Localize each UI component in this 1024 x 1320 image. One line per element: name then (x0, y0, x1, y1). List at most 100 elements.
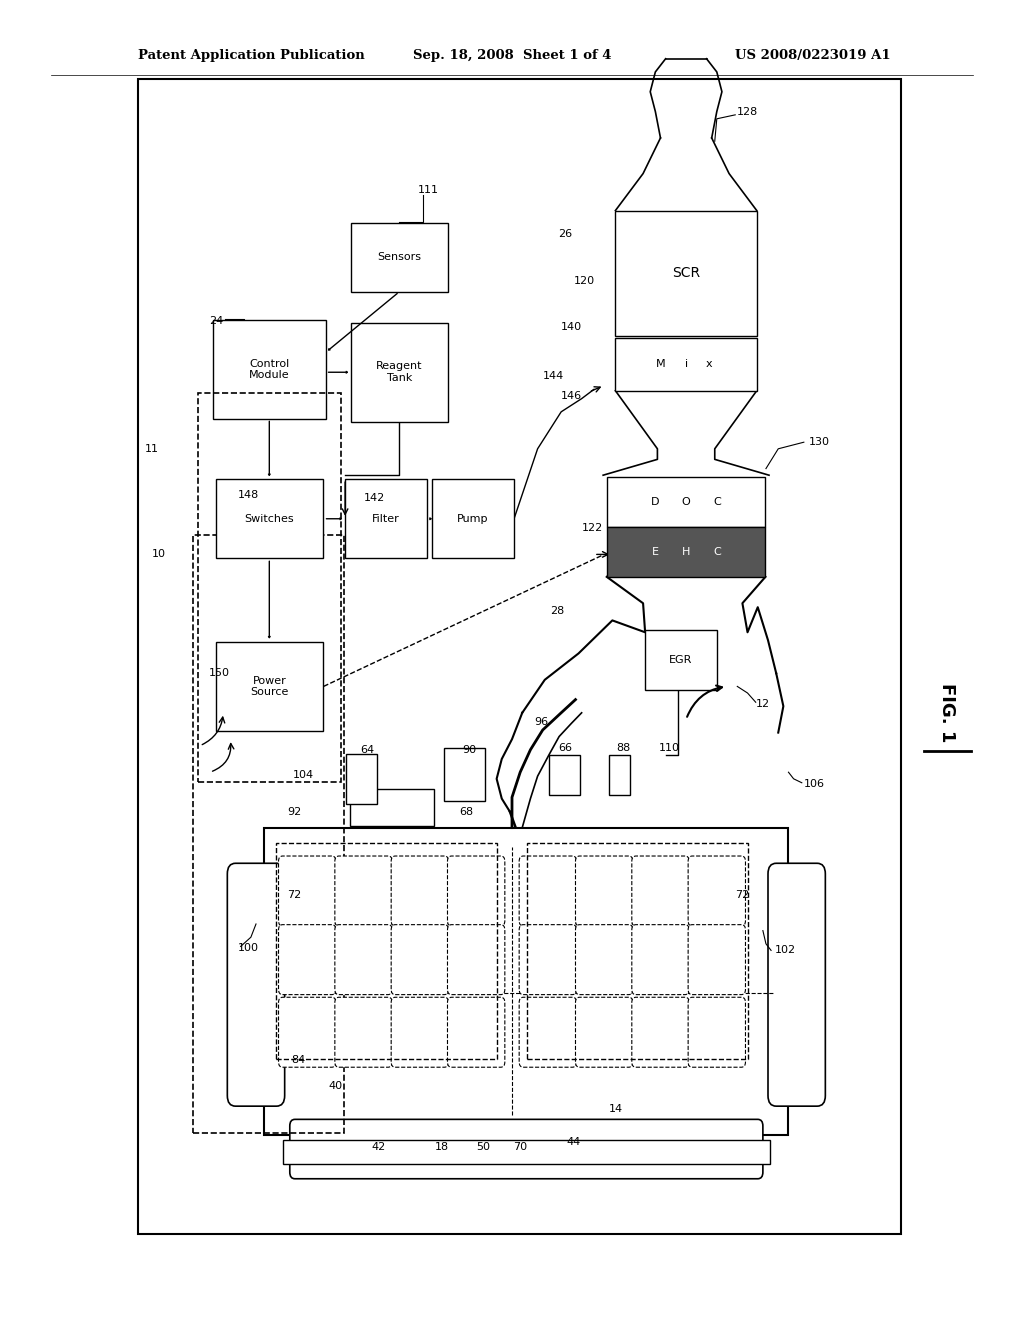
Text: H: H (682, 546, 690, 557)
Text: 64: 64 (360, 744, 375, 755)
Text: 150: 150 (209, 668, 230, 678)
Text: 144: 144 (543, 371, 564, 381)
Text: EGR: EGR (670, 655, 692, 665)
Bar (444, 748, 485, 801)
Bar (350, 789, 434, 826)
Bar (350, 223, 449, 292)
Text: 102: 102 (775, 945, 797, 956)
Bar (283, 1140, 770, 1164)
Text: 146: 146 (561, 391, 583, 401)
Text: Sep. 18, 2008  Sheet 1 of 4: Sep. 18, 2008 Sheet 1 of 4 (413, 49, 611, 62)
FancyBboxPatch shape (391, 857, 449, 927)
Text: 50: 50 (476, 1142, 490, 1152)
Bar (216, 642, 324, 731)
Text: 106: 106 (804, 779, 825, 789)
Text: 40: 40 (329, 1081, 343, 1092)
Text: 44: 44 (566, 1137, 581, 1147)
Text: 128: 128 (737, 107, 759, 117)
Text: 68: 68 (459, 807, 473, 817)
FancyBboxPatch shape (632, 998, 689, 1067)
Text: 148: 148 (238, 490, 259, 500)
Text: FIG. 1: FIG. 1 (938, 684, 956, 742)
Text: Reagent
Tank: Reagent Tank (376, 362, 423, 383)
Text: 12: 12 (756, 698, 770, 709)
FancyBboxPatch shape (688, 857, 745, 927)
Text: 24: 24 (209, 315, 223, 326)
Text: 88: 88 (616, 743, 631, 754)
Text: 130: 130 (809, 437, 830, 447)
Text: O: O (682, 496, 690, 507)
Text: Pump: Pump (458, 513, 488, 524)
Text: 28: 28 (550, 606, 564, 616)
FancyBboxPatch shape (688, 998, 745, 1067)
Text: Filter: Filter (372, 513, 400, 524)
FancyBboxPatch shape (279, 857, 336, 927)
Text: 72: 72 (287, 890, 301, 900)
Bar (549, 755, 580, 795)
Text: D: D (651, 496, 659, 507)
FancyBboxPatch shape (688, 924, 745, 995)
Text: 111: 111 (418, 185, 439, 195)
FancyBboxPatch shape (279, 998, 336, 1067)
Text: C: C (713, 546, 721, 557)
Bar (193, 535, 344, 1133)
Text: 84: 84 (291, 1055, 305, 1065)
Bar (216, 479, 324, 558)
Text: US 2008/0223019 A1: US 2008/0223019 A1 (735, 49, 891, 62)
Bar (615, 338, 757, 391)
FancyBboxPatch shape (768, 863, 825, 1106)
FancyBboxPatch shape (632, 924, 689, 995)
Text: 26: 26 (558, 228, 572, 239)
FancyBboxPatch shape (391, 924, 449, 995)
FancyBboxPatch shape (290, 1119, 763, 1179)
Text: Sensors: Sensors (378, 252, 421, 263)
Text: Power
Source: Power Source (250, 676, 289, 697)
Bar (350, 323, 449, 422)
Text: i: i (684, 359, 688, 370)
Bar (138, 79, 901, 1234)
Text: 120: 120 (573, 276, 595, 286)
Text: 140: 140 (561, 322, 583, 333)
FancyBboxPatch shape (519, 924, 577, 995)
FancyBboxPatch shape (279, 924, 336, 995)
FancyBboxPatch shape (632, 857, 689, 927)
FancyBboxPatch shape (575, 924, 633, 995)
Text: 11: 11 (144, 444, 159, 454)
FancyBboxPatch shape (335, 998, 392, 1067)
Text: 110: 110 (658, 743, 680, 754)
Bar (615, 210, 757, 335)
Text: 10: 10 (152, 549, 166, 560)
FancyBboxPatch shape (519, 998, 577, 1067)
FancyBboxPatch shape (391, 998, 449, 1067)
Bar (345, 479, 427, 558)
FancyBboxPatch shape (335, 857, 392, 927)
FancyBboxPatch shape (335, 924, 392, 995)
Text: Switches: Switches (245, 513, 294, 524)
FancyBboxPatch shape (447, 998, 505, 1067)
Text: 42: 42 (372, 1142, 386, 1152)
Text: 142: 142 (364, 492, 385, 503)
Bar (606, 527, 766, 577)
Bar (346, 754, 377, 804)
Text: SCR: SCR (672, 267, 700, 280)
Bar (527, 843, 748, 1059)
Text: 122: 122 (582, 523, 603, 533)
FancyBboxPatch shape (264, 828, 788, 1135)
Text: 104: 104 (293, 770, 314, 780)
FancyBboxPatch shape (575, 998, 633, 1067)
Text: C: C (713, 496, 721, 507)
Text: 90: 90 (462, 744, 476, 755)
Text: 100: 100 (238, 942, 259, 953)
Text: 14: 14 (609, 1104, 624, 1114)
Bar (645, 631, 717, 689)
Text: Patent Application Publication: Patent Application Publication (138, 49, 365, 62)
Bar (198, 392, 341, 781)
Text: 70: 70 (513, 1142, 527, 1152)
FancyBboxPatch shape (575, 857, 633, 927)
Bar (606, 477, 766, 527)
Text: Control
Module: Control Module (249, 359, 290, 380)
Text: 92: 92 (288, 807, 302, 817)
FancyBboxPatch shape (447, 924, 505, 995)
Text: 18: 18 (435, 1142, 450, 1152)
FancyBboxPatch shape (447, 857, 505, 927)
